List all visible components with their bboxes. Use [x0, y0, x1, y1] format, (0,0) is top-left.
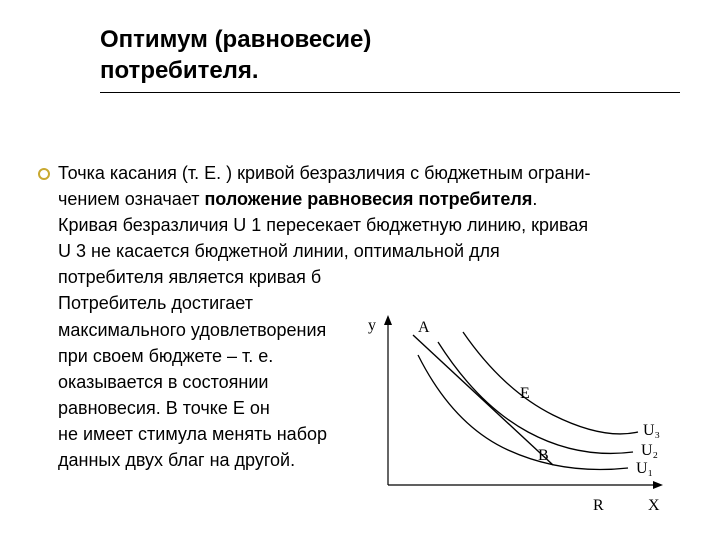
text-p11: данных двух благ на другой. — [58, 450, 295, 470]
x-label: X — [648, 497, 660, 514]
text-p1b: чением означает — [58, 189, 204, 209]
text-p7: при своем бюджете – т. е. — [58, 346, 273, 366]
text-p10: не имеет стимула менять набор — [58, 424, 327, 444]
text-p1a: Точка касания (т. Е. ) кривой безразличи… — [58, 163, 591, 183]
text-p8: оказывается в состоянии — [58, 372, 268, 392]
text-p6: максимального удовлетворения — [58, 320, 326, 340]
text-p1c: . — [532, 189, 537, 209]
y-axis-label: y — [368, 317, 376, 334]
x-axis-arrow — [653, 481, 663, 489]
text-p2: Кривая безразличия U 1 пересекает бюджет… — [58, 215, 588, 235]
bullet-icon — [38, 168, 50, 180]
point-b-label: B — [538, 447, 549, 464]
u3-label: U₃ — [643, 422, 660, 439]
text-p3: U 3 не касается бюджетной линии, оптимал… — [58, 241, 500, 261]
text-p4a: потребителя является кривая б — [58, 267, 321, 287]
y-axis-arrow — [384, 315, 392, 325]
text-p1bold: положение равновесия потребителя — [204, 189, 532, 209]
r-label: R — [593, 497, 604, 514]
curve-u3 — [463, 332, 638, 434]
chart-svg: y A E B U₃ U₂ U₁ R X — [358, 310, 698, 520]
u1-label: U₁ — [636, 460, 653, 477]
point-a-label: A — [418, 319, 430, 336]
budget-line — [413, 335, 553, 465]
title-line-2: потребителя. — [100, 55, 660, 86]
point-e-label: E — [520, 385, 530, 402]
curve-u2 — [438, 342, 633, 453]
text-p9: равновесия. В точке Е он — [58, 398, 270, 418]
text-p5: Потребитель достигает — [58, 293, 253, 313]
slide-title: Оптимум (равновесие) потребителя. — [100, 24, 660, 93]
u2-label: U₂ — [641, 442, 658, 459]
title-underline — [100, 92, 680, 93]
title-line-1: Оптимум (равновесие) — [100, 24, 660, 55]
equilibrium-chart: y A E B U₃ U₂ U₁ R X — [358, 310, 698, 520]
